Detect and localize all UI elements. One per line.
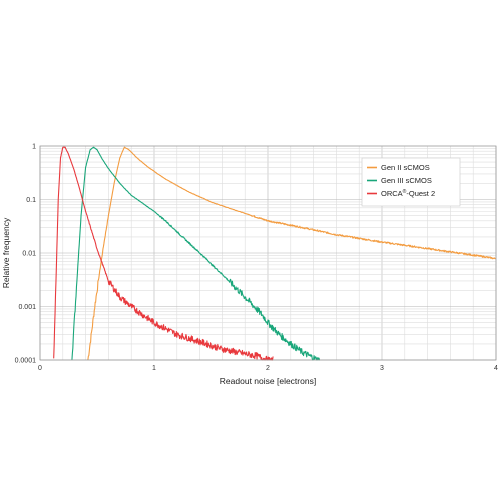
y-tick-label: 1 [32, 144, 36, 151]
series-line-1 [87, 146, 496, 361]
x-tick-label: 4 [494, 365, 498, 372]
plot-area [39, 145, 497, 361]
x-tick-label: 2 [266, 365, 270, 372]
legend-label: Gen II sCMOS [381, 163, 430, 172]
legend-box [361, 157, 461, 207]
x-tick-label: 3 [380, 365, 384, 372]
x-axis-label: Readout noise [electrons] [220, 376, 316, 386]
legend-label: Gen III sCMOS [381, 176, 432, 185]
y-tick-label: 0.1 [26, 197, 36, 204]
y-axis-label: Relative frequency [1, 217, 11, 288]
x-tick-label: 0 [38, 365, 42, 372]
legend-label: ORCA®-Quest 2 [381, 188, 435, 198]
y-tick-label: 0.001 [18, 304, 36, 311]
y-tick-label: 0.0001 [15, 358, 37, 365]
x-tick-label: 1 [152, 365, 156, 372]
tick-labels: 0 1 2 3 4 0.0001 0.001 0.01 0.1 1 [15, 144, 498, 373]
series-line-3 [53, 146, 274, 361]
legend: Gen II sCMOS Gen III sCMOS ORCA®-Quest 2 [361, 157, 461, 207]
series-line-2 [71, 146, 321, 361]
y-tick-label: 0.01 [22, 251, 36, 258]
series-layer [53, 146, 496, 361]
